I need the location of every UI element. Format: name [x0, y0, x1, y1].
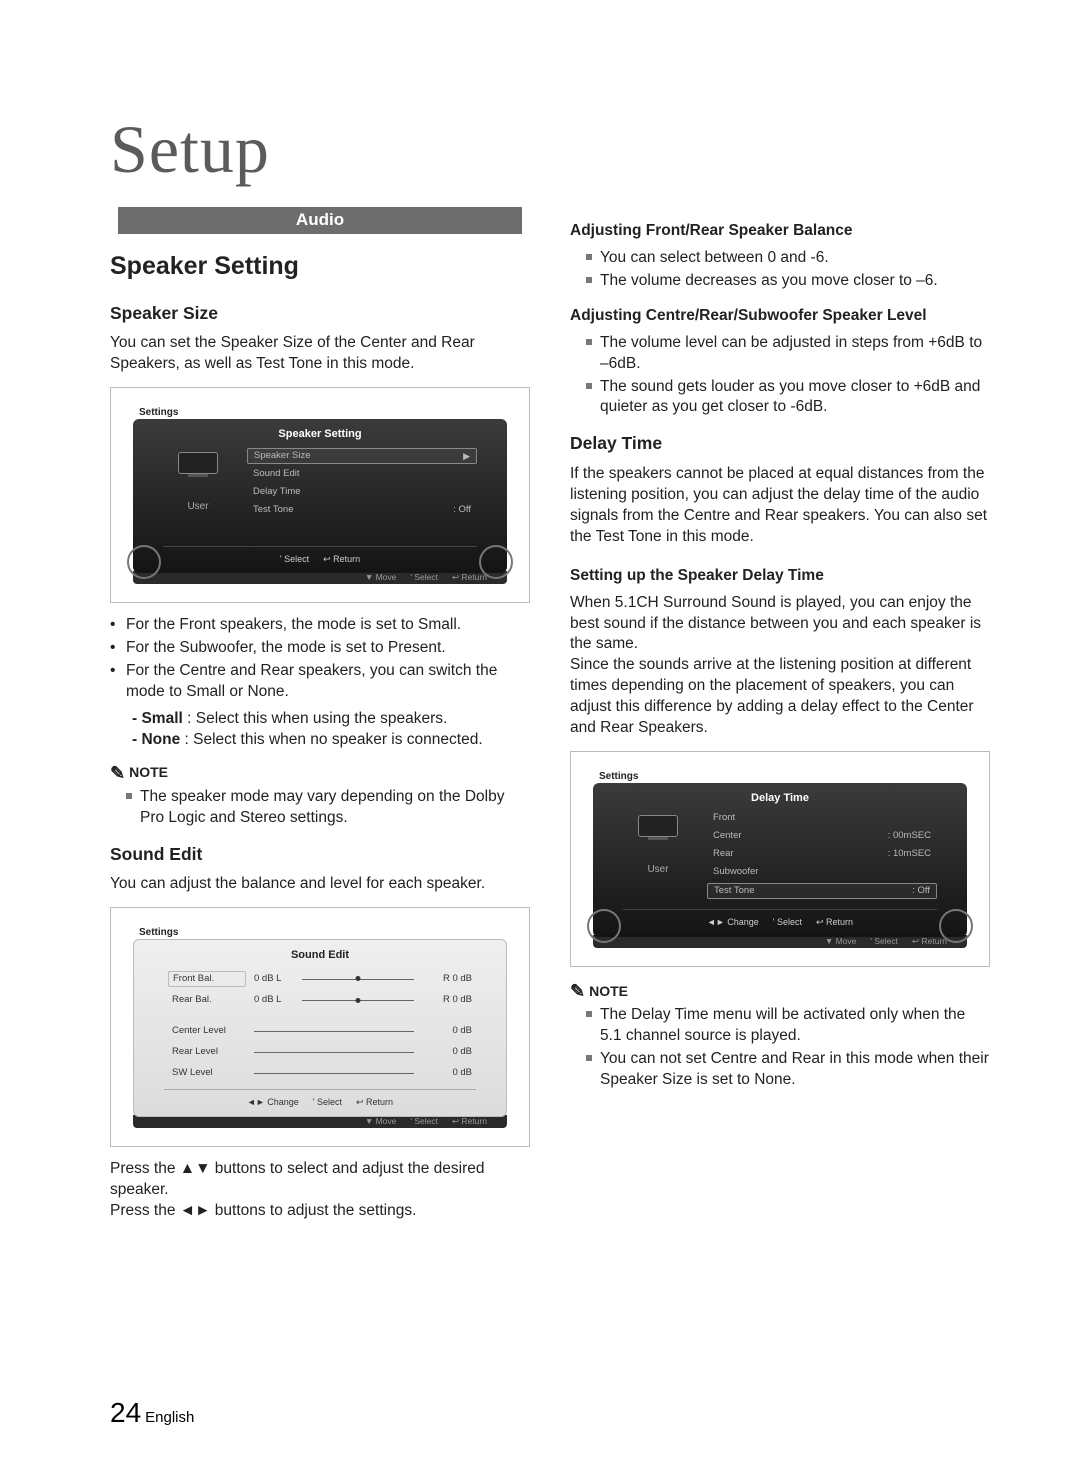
- setting-up-para: When 5.1CH Surround Sound is played, you…: [570, 593, 990, 656]
- mock-row: Center Level0 dB: [164, 1022, 476, 1041]
- list-item: For the Subwoofer, the mode is set to Pr…: [110, 638, 530, 659]
- sound-edit-heading: Sound Edit: [110, 843, 530, 867]
- list-item: The volume decreases as you move closer …: [570, 271, 990, 292]
- page-number: 24English: [110, 1397, 194, 1429]
- note-list: The Delay Time menu will be activated on…: [570, 1005, 990, 1091]
- sub-option: - Small : Select this when using the spe…: [110, 709, 530, 730]
- level-list: The volume level can be adjusted in step…: [570, 333, 990, 419]
- note-list: The speaker mode may vary depending on t…: [110, 787, 530, 829]
- speaker-setting-screenshot: Settings Speaker Setting User Speaker Si…: [110, 387, 530, 603]
- press-instruction: Press the ▲▼ buttons to select and adjus…: [110, 1159, 530, 1201]
- left-column: Audio Speaker Setting Speaker Size You c…: [110, 207, 530, 1222]
- mock-user: User: [187, 500, 208, 514]
- list-item: You can select between 0 and -6.: [570, 248, 990, 269]
- mock-title: Speaker Setting: [163, 425, 477, 448]
- level-heading: Adjusting Centre/Rear/Subwoofer Speaker …: [570, 306, 990, 327]
- mock-under-footer: ▼ Move ' Select ↩ Return: [133, 1115, 507, 1128]
- list-item: You can not set Centre and Rear in this …: [570, 1049, 990, 1091]
- speaker-size-bullets: For the Front speakers, the mode is set …: [110, 615, 530, 703]
- list-item: For the Centre and Rear speakers, you ca…: [110, 661, 530, 703]
- sound-edit-intro: You can adjust the balance and level for…: [110, 874, 530, 895]
- sub-option: - None : Select this when no speaker is …: [110, 730, 530, 751]
- mock-row: Front Bal.0 dB LR 0 dB: [164, 969, 476, 990]
- mock-row: SW Level0 dB: [164, 1064, 476, 1083]
- balance-list: You can select between 0 and -6. The vol…: [570, 248, 990, 292]
- mock-row: Sound Edit: [247, 467, 477, 482]
- mock-under-footer: ▼ Move ' Select ↩ Return: [133, 571, 507, 584]
- mock-tab: Settings: [139, 406, 507, 420]
- two-column-layout: Audio Speaker Setting Speaker Size You c…: [110, 207, 990, 1222]
- mock-row: Rear: 10mSEC: [707, 847, 937, 862]
- mock-row: Center: 00mSEC: [707, 829, 937, 844]
- arrow-left-right-icon: ◄►: [180, 1202, 211, 1219]
- page-title: Setup: [110, 110, 990, 189]
- audio-banner: Audio: [118, 207, 522, 234]
- speaker-size-heading: Speaker Size: [110, 302, 530, 326]
- balance-heading: Adjusting Front/Rear Speaker Balance: [570, 221, 990, 242]
- mock-row: Rear Bal.0 dB LR 0 dB: [164, 991, 476, 1010]
- delay-time-heading: Delay Time: [570, 432, 990, 456]
- pencil-icon: ✎: [110, 761, 125, 785]
- mock-row: Speaker Size▶: [247, 448, 477, 465]
- list-item: The volume level can be adjusted in step…: [570, 333, 990, 375]
- page: Setup Audio Speaker Setting Speaker Size…: [110, 110, 990, 1222]
- speaker-size-intro: You can set the Speaker Size of the Cent…: [110, 333, 530, 375]
- mock-row: Test Tone: Off: [707, 883, 937, 900]
- setting-up-para: Since the sounds arrive at the listening…: [570, 655, 990, 739]
- tv-icon: [638, 815, 678, 837]
- note-label: ✎NOTE: [110, 761, 530, 785]
- list-item: For the Front speakers, the mode is set …: [110, 615, 530, 636]
- tv-icon: [178, 452, 218, 474]
- mock-footer: ' Select ↩ Return: [163, 546, 477, 565]
- disc-icon: [479, 545, 513, 579]
- note-label: ✎NOTE: [570, 979, 990, 1003]
- mock-footer: ◄► Change ' Select ↩ Return: [164, 1089, 476, 1108]
- disc-icon: [939, 909, 973, 943]
- list-item: The Delay Time menu will be activated on…: [570, 1005, 990, 1047]
- disc-icon: [587, 909, 621, 943]
- mock-tab: Settings: [599, 770, 967, 784]
- list-item: The sound gets louder as you move closer…: [570, 377, 990, 419]
- mock-row: Delay Time: [247, 485, 477, 500]
- delay-time-screenshot: Settings Delay Time User Front: [570, 751, 990, 967]
- mock-user: User: [647, 863, 668, 877]
- pencil-icon: ✎: [570, 979, 585, 1003]
- setting-up-heading: Setting up the Speaker Delay Time: [570, 566, 990, 587]
- sound-edit-screenshot: Settings Sound Edit Front Bal.0 dB LR 0 …: [110, 907, 530, 1147]
- mock-tab: Settings: [139, 926, 507, 940]
- arrow-up-down-icon: ▲▼: [180, 1160, 211, 1177]
- delay-time-para: If the speakers cannot be placed at equa…: [570, 464, 990, 548]
- disc-icon: [127, 545, 161, 579]
- press-instruction: Press the ◄► buttons to adjust the setti…: [110, 1201, 530, 1222]
- mock-row: Test Tone: Off: [247, 503, 477, 518]
- list-item: The speaker mode may vary depending on t…: [110, 787, 530, 829]
- mock-title: Delay Time: [623, 789, 937, 812]
- mock-row: Front: [707, 811, 937, 826]
- speaker-setting-heading: Speaker Setting: [110, 250, 530, 284]
- right-column: Adjusting Front/Rear Speaker Balance You…: [570, 207, 990, 1222]
- mock-row: Rear Level0 dB: [164, 1043, 476, 1062]
- mock-footer: ◄► Change ' Select ↩ Return: [623, 909, 937, 928]
- mock-title: Sound Edit: [164, 946, 476, 969]
- mock-under-footer: ▼ Move ' Select ↩ Return: [593, 935, 967, 948]
- mock-row: Subwoofer: [707, 865, 937, 880]
